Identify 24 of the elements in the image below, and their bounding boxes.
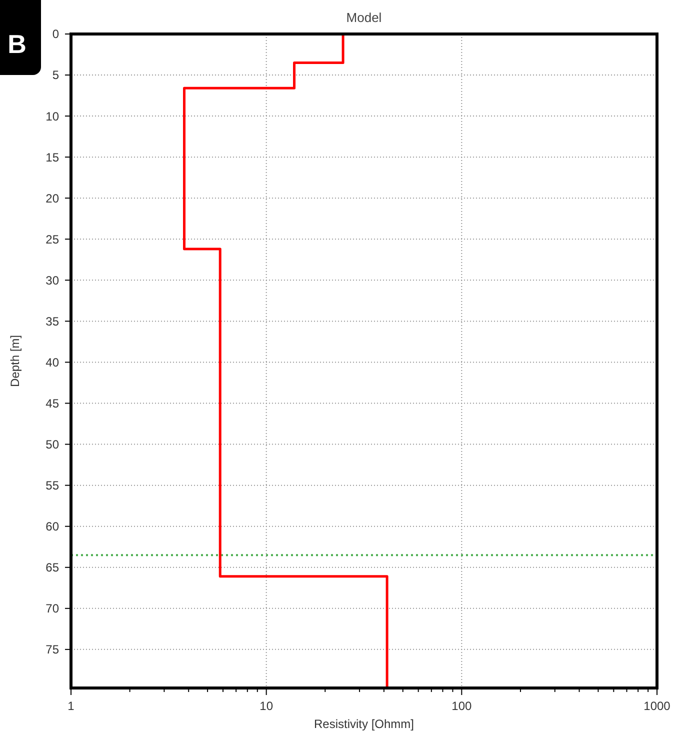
y-tick-label: 0 bbox=[52, 27, 60, 42]
x-tick-label: 1 bbox=[68, 699, 75, 713]
y-tick-label: 35 bbox=[46, 314, 60, 328]
y-tick-label: 55 bbox=[46, 478, 60, 493]
y-tick-label: 20 bbox=[46, 191, 60, 206]
y-tick-label: 75 bbox=[46, 642, 60, 657]
y-tick-label: 15 bbox=[46, 150, 60, 164]
x-tick-label: 100 bbox=[452, 699, 472, 713]
x-axis-title: Resistivity [Ohmm] bbox=[314, 717, 414, 731]
x-tick-label: 10 bbox=[260, 699, 274, 713]
x-tick-label: 1000 bbox=[644, 699, 671, 713]
y-tick-label: 40 bbox=[46, 355, 60, 370]
text: B bbox=[8, 29, 26, 59]
y-tick-label: 70 bbox=[46, 602, 60, 616]
y-axis-title: Depth [m] bbox=[8, 334, 22, 388]
y-tick-label: 30 bbox=[46, 273, 60, 288]
y-tick-label: 45 bbox=[46, 396, 60, 410]
y-tick-label: 60 bbox=[46, 520, 60, 534]
y-tick-label: 65 bbox=[46, 560, 60, 575]
y-tick-label: 25 bbox=[46, 232, 60, 246]
chart-title: Model bbox=[346, 10, 382, 25]
y-tick-label: 10 bbox=[46, 109, 60, 124]
y-tick-label: 5 bbox=[52, 68, 60, 82]
y-tick-label: 50 bbox=[46, 437, 60, 452]
